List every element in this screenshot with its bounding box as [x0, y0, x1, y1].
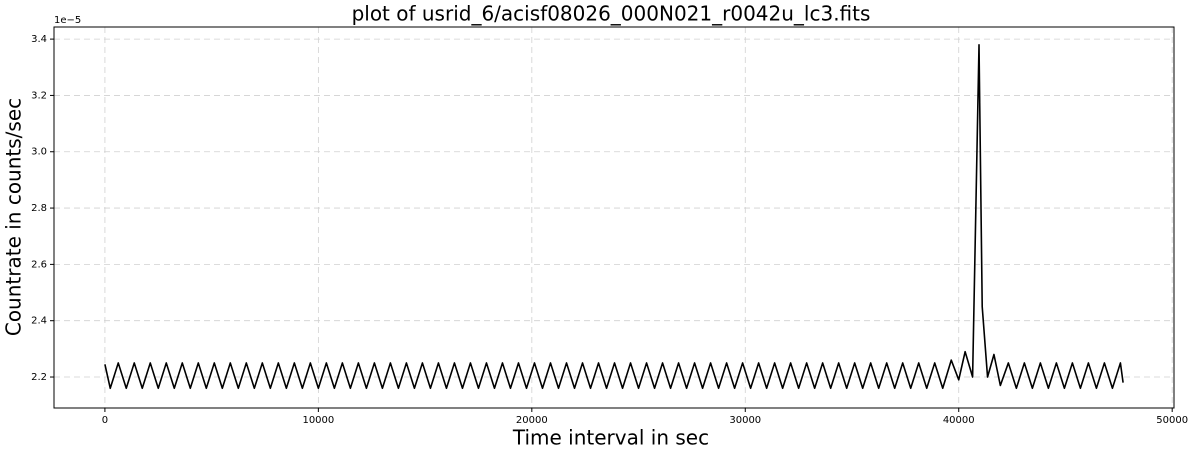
y-tick-label: 3.4: [31, 34, 47, 45]
y-axis-label: Countrate in counts/sec: [2, 98, 26, 336]
x-tick-label: 50000: [1156, 415, 1188, 426]
y-tick-label: 2.6: [31, 259, 47, 270]
x-axis-label: Time interval in sec: [512, 426, 709, 450]
y-tick-label: 2.8: [31, 203, 47, 214]
y-offset-label: 1e−5: [54, 15, 81, 26]
plot-frame: [53, 26, 1175, 409]
x-tick-label: 0: [102, 415, 108, 426]
data-line: [104, 43, 1124, 390]
y-tick-label: 3.2: [31, 90, 47, 101]
chart-title: plot of usrid_6/acisf08026_000N021_r0042…: [352, 2, 871, 26]
x-tick-label: 10000: [302, 415, 334, 426]
x-tick-label: 30000: [729, 415, 761, 426]
y-tick-label: 3.0: [31, 147, 47, 158]
y-tick-label: 2.2: [31, 372, 47, 383]
y-tick-label: 2.4: [31, 316, 47, 327]
x-tick-label: 20000: [516, 415, 548, 426]
x-tick-label: 40000: [943, 415, 975, 426]
